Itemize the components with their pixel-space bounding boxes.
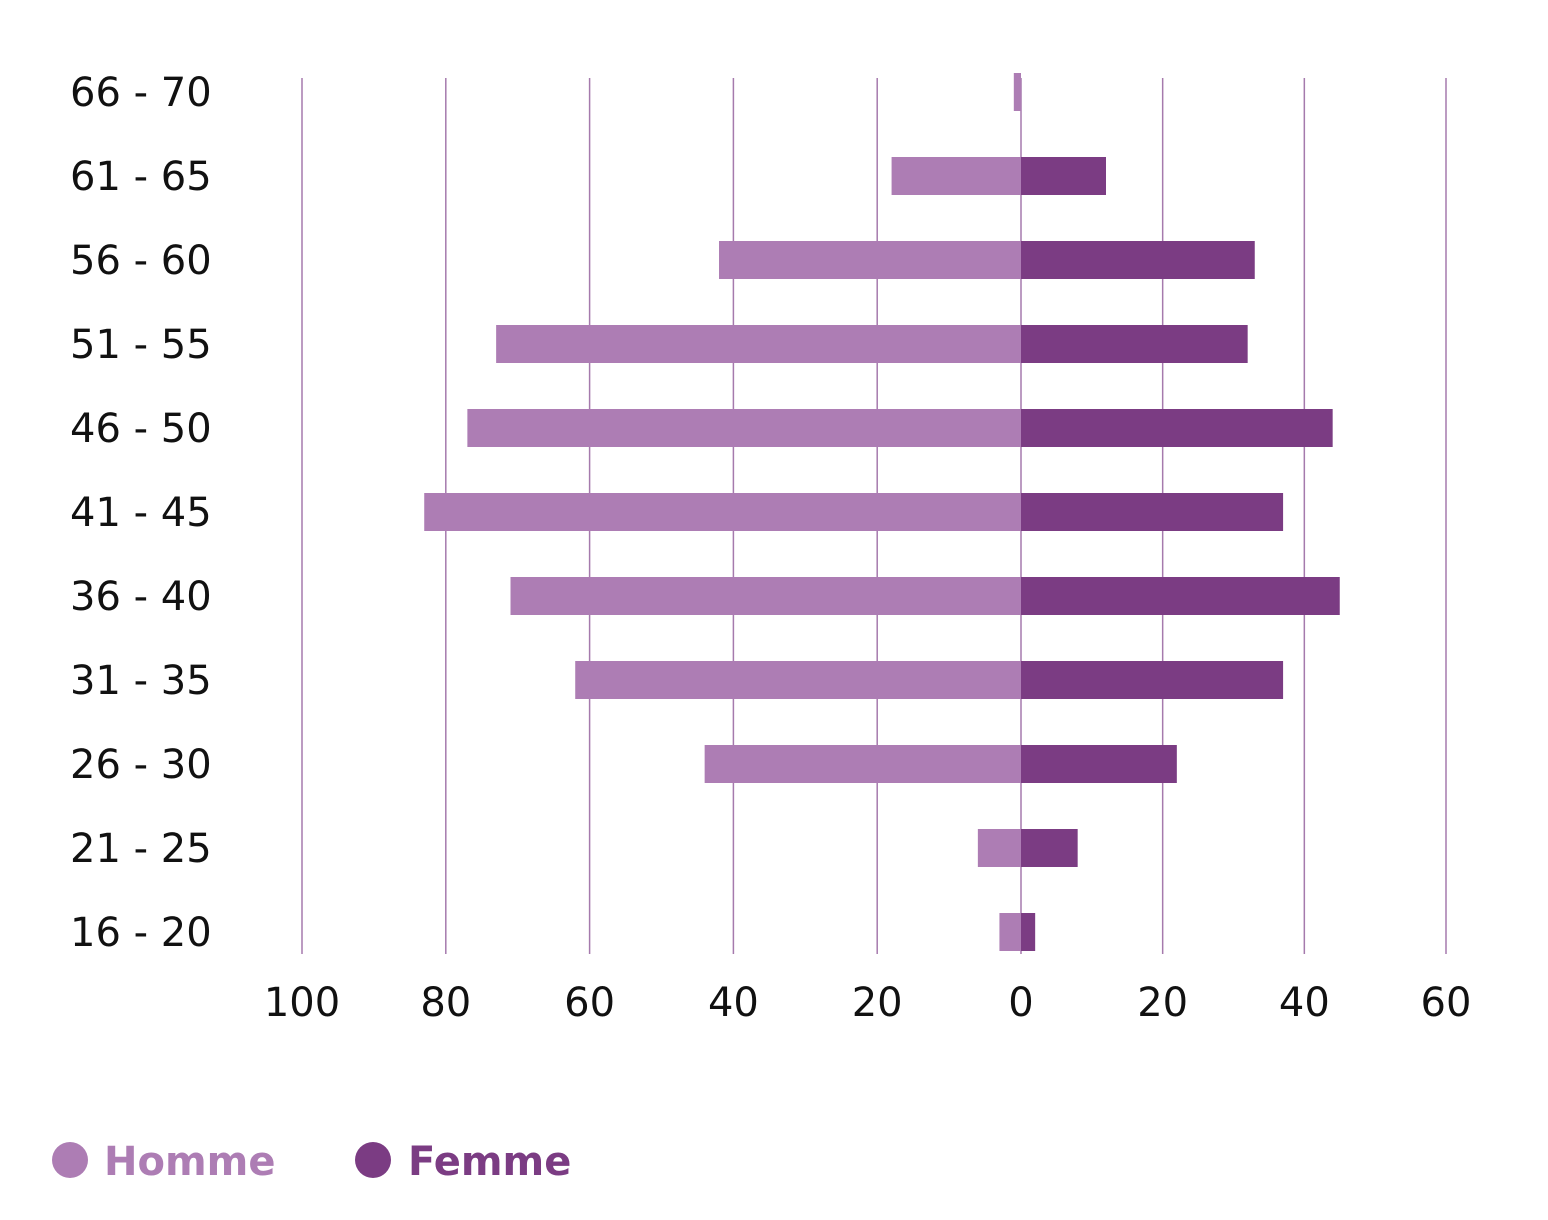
bar-homme-1 (891, 157, 1021, 195)
bar-homme-10 (999, 913, 1021, 951)
age-label-8: 26 - 30 (70, 742, 212, 788)
age-label-6: 36 - 40 (70, 574, 212, 620)
age-label-2: 56 - 60 (70, 238, 212, 284)
x-axis-tick-labels: 100 80 60 40 20 0 20 40 60 (264, 980, 1472, 1026)
age-label-1: 61 - 65 (70, 154, 212, 200)
age-label-3: 51 - 55 (70, 322, 212, 368)
tick-label-4: 20 (852, 980, 903, 1026)
legend-item-femme: Femme (355, 1139, 571, 1185)
bar-homme-3 (496, 325, 1021, 363)
bar-femme-8 (1021, 745, 1177, 783)
tick-label-5: 0 (1008, 980, 1033, 1026)
tick-label-2: 60 (564, 980, 615, 1026)
bar-homme-2 (719, 241, 1021, 279)
legend: Homme Femme (52, 1139, 571, 1185)
tick-label-1: 80 (420, 980, 471, 1026)
legend-label-femme: Femme (408, 1139, 571, 1185)
tick-label-0: 100 (264, 980, 340, 1026)
bar-femme-7 (1021, 661, 1284, 699)
tick-label-8: 60 (1421, 980, 1472, 1026)
bar-femme-3 (1021, 325, 1248, 363)
legend-swatch-homme (52, 1142, 88, 1178)
age-label-9: 21 - 25 (70, 826, 212, 872)
bar-femme-1 (1021, 157, 1106, 195)
bar-femme-2 (1021, 241, 1255, 279)
age-label-5: 41 - 45 (70, 490, 212, 536)
bar-homme-7 (575, 661, 1021, 699)
bar-homme-4 (467, 409, 1021, 447)
legend-swatch-femme (355, 1142, 391, 1178)
bar-homme-5 (424, 493, 1022, 531)
bar-homme-9 (977, 829, 1021, 867)
tick-label-7: 40 (1279, 980, 1330, 1026)
tick-label-3: 40 (708, 980, 759, 1026)
legend-item-homme: Homme (52, 1139, 275, 1185)
bar-femme-10 (1021, 913, 1036, 951)
bar-homme-8 (704, 745, 1021, 783)
bars (424, 73, 1340, 951)
bar-femme-5 (1021, 493, 1284, 531)
age-label-10: 16 - 20 (70, 910, 212, 956)
age-label-0: 66 - 70 (70, 70, 212, 116)
bar-femme-6 (1021, 577, 1340, 615)
legend-label-homme: Homme (104, 1139, 275, 1185)
age-label-4: 46 - 50 (70, 406, 212, 452)
tick-label-6: 20 (1137, 980, 1188, 1026)
age-label-7: 31 - 35 (70, 658, 212, 704)
bar-homme-6 (510, 577, 1021, 615)
age-group-labels: 66 - 70 61 - 65 56 - 60 51 - 55 46 - 50 41 - … (70, 70, 212, 956)
bar-femme-4 (1021, 409, 1333, 447)
bar-femme-9 (1021, 829, 1078, 867)
bar-homme-0 (1013, 73, 1021, 111)
